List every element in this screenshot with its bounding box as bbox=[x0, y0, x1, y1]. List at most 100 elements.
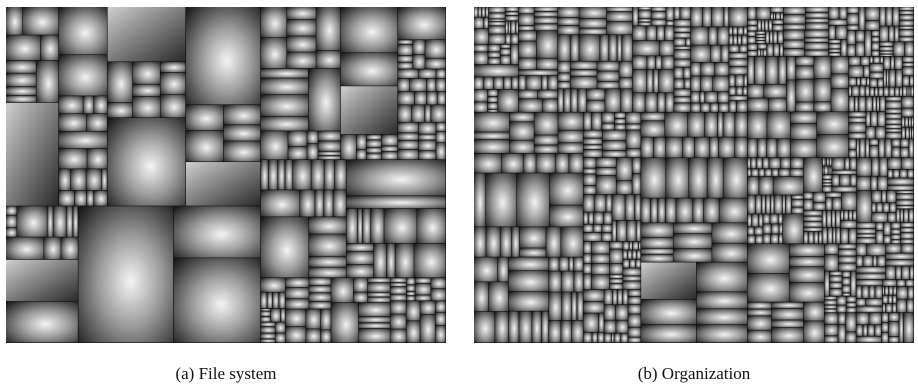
treemap-cell bbox=[260, 316, 271, 322]
treemap-cell bbox=[848, 56, 861, 66]
treemap-cell bbox=[665, 112, 688, 137]
treemap-cell bbox=[729, 27, 733, 35]
treemap-cell bbox=[340, 53, 398, 86]
treemap-cell bbox=[511, 77, 519, 90]
treemap-cell bbox=[622, 289, 628, 305]
treemap-cell bbox=[887, 169, 893, 178]
treemap-cell bbox=[58, 169, 71, 191]
treemap-cell bbox=[899, 312, 904, 343]
treemap-cell bbox=[583, 289, 604, 302]
treemap-cell bbox=[260, 160, 268, 190]
treemap-cell bbox=[536, 31, 558, 58]
treemap-cell bbox=[896, 299, 907, 313]
treemap-cell bbox=[902, 62, 914, 67]
treemap-cell bbox=[743, 87, 748, 95]
treemap-cell bbox=[866, 126, 875, 139]
treemap-cell bbox=[275, 333, 285, 343]
treemap-cell bbox=[783, 40, 805, 49]
treemap-cell bbox=[132, 84, 160, 96]
treemap-cell bbox=[478, 7, 482, 17]
treemap-cell bbox=[900, 209, 904, 222]
treemap-cell bbox=[602, 224, 612, 233]
treemap-cell bbox=[260, 292, 267, 309]
treemap-cell bbox=[847, 13, 859, 25]
treemap-cell bbox=[6, 60, 36, 73]
treemap-cell bbox=[856, 273, 886, 280]
treemap-cell bbox=[847, 44, 856, 57]
treemap-cell bbox=[398, 69, 418, 79]
treemap-cell bbox=[583, 144, 602, 150]
treemap-cell bbox=[523, 153, 536, 173]
treemap-cell bbox=[366, 147, 382, 153]
treemap-cell bbox=[717, 91, 729, 103]
treemap-cell bbox=[318, 155, 341, 160]
treemap-cell bbox=[885, 109, 902, 114]
treemap-cell bbox=[488, 7, 505, 13]
treemap-cell bbox=[762, 157, 769, 169]
treemap-cell bbox=[500, 44, 511, 48]
treemap-cell bbox=[548, 75, 558, 90]
treemap-cell bbox=[625, 124, 641, 130]
treemap-cell bbox=[735, 75, 744, 87]
treemap-cell bbox=[882, 303, 886, 313]
treemap-cell bbox=[664, 26, 674, 41]
treemap-cell bbox=[896, 190, 914, 194]
treemap-cell bbox=[36, 60, 59, 103]
treemap-cell bbox=[583, 212, 588, 224]
treemap-cell bbox=[863, 256, 873, 267]
treemap-cell bbox=[729, 87, 736, 95]
treemap-cell bbox=[891, 222, 901, 229]
treemap-cell bbox=[318, 131, 341, 141]
treemap-cell bbox=[840, 210, 844, 220]
treemap-cell bbox=[891, 234, 901, 240]
treemap-cell bbox=[747, 169, 751, 177]
treemap-cell bbox=[832, 186, 857, 192]
treemap-cell bbox=[690, 7, 703, 27]
treemap-cell bbox=[856, 139, 859, 158]
treemap-cell bbox=[803, 227, 822, 232]
treemap-cell bbox=[735, 112, 747, 137]
treemap-cell bbox=[425, 58, 446, 69]
treemap-cell bbox=[586, 89, 605, 100]
treemap-cell bbox=[747, 56, 754, 84]
treemap-cell bbox=[772, 24, 783, 31]
treemap-cell bbox=[869, 139, 879, 146]
treemap-cell bbox=[856, 279, 882, 286]
treemap-cell bbox=[612, 194, 625, 220]
treemap-cell bbox=[828, 43, 841, 49]
treemap-cell bbox=[780, 12, 783, 20]
treemap-cell bbox=[856, 228, 876, 234]
treemap-cell bbox=[822, 166, 824, 175]
treemap-cell bbox=[632, 40, 659, 56]
treemap-cell bbox=[847, 25, 859, 30]
treemap-cell bbox=[674, 27, 691, 32]
treemap-cell bbox=[17, 206, 47, 237]
treemap-cell bbox=[736, 100, 747, 112]
treemap-cell bbox=[832, 170, 857, 175]
treemap-cell bbox=[824, 313, 838, 324]
treemap-cell bbox=[620, 333, 628, 343]
treemap-cell bbox=[609, 283, 623, 290]
treemap-cell bbox=[729, 7, 748, 27]
treemap-cell bbox=[757, 43, 767, 49]
treemap-cell bbox=[795, 79, 814, 102]
treemap-cell bbox=[583, 168, 596, 174]
treemap-cell bbox=[889, 203, 896, 213]
treemap-cell bbox=[431, 288, 446, 301]
treemap-cell bbox=[505, 21, 508, 34]
treemap-cell bbox=[696, 309, 748, 325]
treemap-cell bbox=[665, 137, 683, 158]
treemap-cell bbox=[436, 78, 446, 92]
treemap-cell bbox=[755, 195, 762, 214]
treemap-cell bbox=[160, 72, 186, 94]
treemap-cell bbox=[774, 195, 782, 214]
treemap-cell bbox=[718, 137, 735, 158]
treemap-cell bbox=[885, 266, 896, 280]
treemap-cell bbox=[729, 95, 748, 101]
treemap-cell bbox=[570, 35, 579, 61]
treemap-cell bbox=[769, 157, 781, 169]
treemap-cell bbox=[848, 228, 857, 244]
treemap-cell bbox=[696, 324, 748, 343]
treemap-cell bbox=[673, 233, 712, 249]
treemap-cell bbox=[690, 103, 701, 112]
